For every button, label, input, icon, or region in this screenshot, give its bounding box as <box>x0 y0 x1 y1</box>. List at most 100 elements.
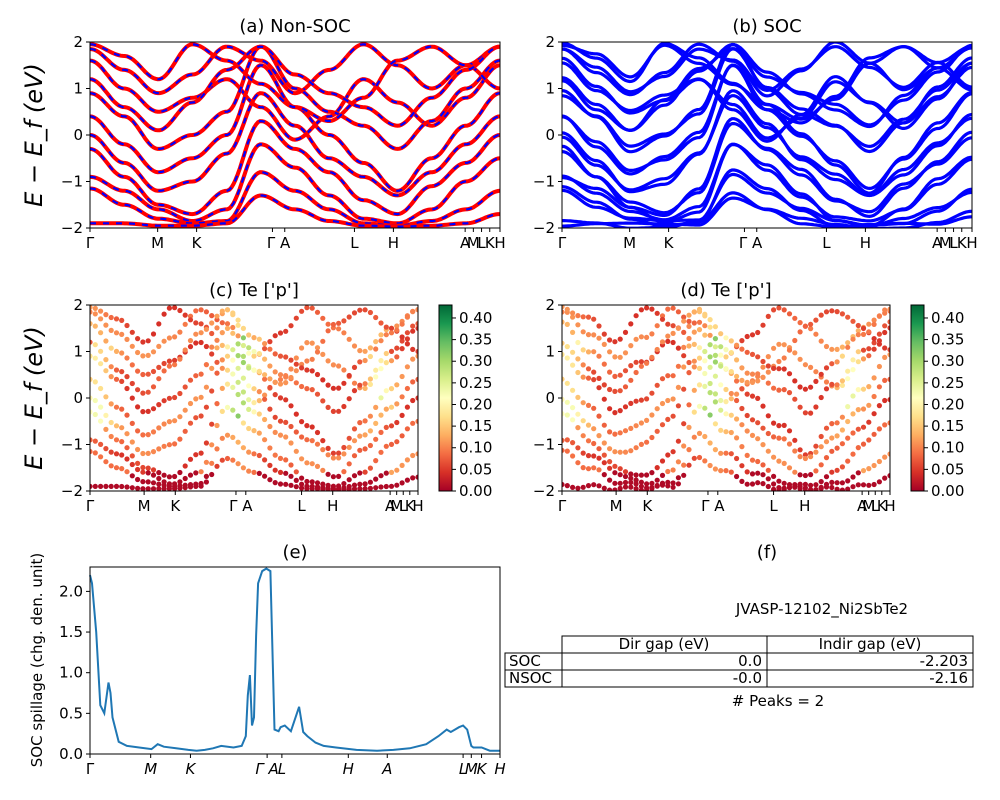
projected-point <box>612 431 618 437</box>
projected-point <box>744 349 750 355</box>
projected-point <box>304 478 310 485</box>
projected-point <box>564 306 570 312</box>
projected-point <box>612 373 618 379</box>
projected-point <box>346 435 352 441</box>
projected-point <box>150 467 157 473</box>
projected-point <box>145 450 151 456</box>
projected-point <box>283 434 289 440</box>
x-tick-label: H <box>860 234 871 252</box>
projected-point <box>882 475 888 481</box>
colorbar-tick-label: 0.40 <box>931 309 964 327</box>
projected-point <box>113 376 120 382</box>
projected-point <box>90 305 93 310</box>
projected-point <box>187 456 194 462</box>
projected-point <box>734 416 740 422</box>
x-tick-label: Γ A <box>229 497 253 515</box>
nsoc-indir-gap: -2.16 <box>929 669 968 687</box>
projected-point <box>330 487 336 491</box>
projected-point <box>362 469 368 475</box>
projected-point <box>256 411 262 417</box>
projected-point <box>103 312 109 318</box>
y-tick-label: −2 <box>61 219 83 237</box>
projected-point <box>580 433 586 439</box>
projected-point <box>272 369 278 375</box>
projected-point <box>283 419 289 425</box>
projected-point <box>98 385 104 392</box>
projected-point <box>760 364 766 370</box>
projected-point <box>267 376 273 382</box>
projected-point <box>564 412 570 418</box>
projected-point <box>388 330 395 336</box>
projected-point <box>802 362 809 368</box>
projected-point <box>860 356 867 362</box>
projected-point <box>293 411 299 417</box>
projected-point <box>113 404 120 410</box>
projected-point <box>224 307 231 313</box>
projected-point <box>638 483 645 489</box>
projected-point <box>256 368 262 374</box>
projected-point <box>792 337 798 344</box>
projected-point <box>871 346 877 352</box>
projected-point <box>415 376 418 382</box>
projected-point <box>129 380 135 387</box>
projected-point <box>140 450 146 457</box>
projected-point <box>272 452 278 458</box>
projected-point <box>823 455 830 461</box>
projected-point <box>781 460 787 466</box>
projected-point <box>240 465 246 471</box>
projected-point <box>309 438 315 444</box>
projected-point <box>140 353 146 359</box>
projected-point <box>728 350 734 356</box>
projected-point <box>850 367 856 373</box>
projected-point <box>357 359 363 365</box>
y-tick-label: 1.0 <box>59 664 83 682</box>
projected-point <box>797 472 803 478</box>
projected-point <box>103 338 109 344</box>
projected-point <box>309 479 315 485</box>
projected-point <box>649 331 655 337</box>
projected-point <box>823 484 830 490</box>
projected-point <box>219 385 225 391</box>
projected-point <box>771 385 777 391</box>
projected-point <box>320 398 326 404</box>
projected-point <box>251 400 257 406</box>
projected-point <box>246 449 252 455</box>
projected-point <box>187 338 194 344</box>
projected-point <box>887 352 890 358</box>
colorbar-tick-label: 0.05 <box>459 460 492 478</box>
projected-point <box>309 368 315 374</box>
projected-point <box>394 482 400 488</box>
projected-point <box>124 385 130 392</box>
projected-point <box>330 450 336 456</box>
projected-point <box>728 396 734 402</box>
projected-point <box>113 483 120 489</box>
projected-point <box>325 358 331 364</box>
projected-point <box>670 484 676 490</box>
projected-point <box>575 394 581 400</box>
projected-point <box>336 450 342 456</box>
projected-point <box>755 395 761 401</box>
projected-point <box>378 473 384 479</box>
projected-point <box>113 348 120 354</box>
projected-point <box>739 338 745 344</box>
projected-point <box>145 470 151 476</box>
projected-point <box>755 354 761 360</box>
projected-point <box>404 457 410 463</box>
projected-point <box>235 391 241 398</box>
projected-point <box>240 375 246 381</box>
projected-point <box>723 347 729 353</box>
projected-point <box>156 470 162 476</box>
projected-point <box>214 359 220 365</box>
projected-point <box>596 335 602 341</box>
projected-point <box>781 387 787 393</box>
projected-point <box>665 373 671 379</box>
panel-c-title: (c) Te ['p'] <box>209 280 299 301</box>
projected-point <box>293 469 299 475</box>
projected-point <box>622 368 629 374</box>
projected-point <box>367 442 373 449</box>
y-tick-label: 2.0 <box>59 582 83 600</box>
projected-point <box>325 452 331 458</box>
projected-point <box>373 485 379 491</box>
projected-point <box>177 390 183 397</box>
